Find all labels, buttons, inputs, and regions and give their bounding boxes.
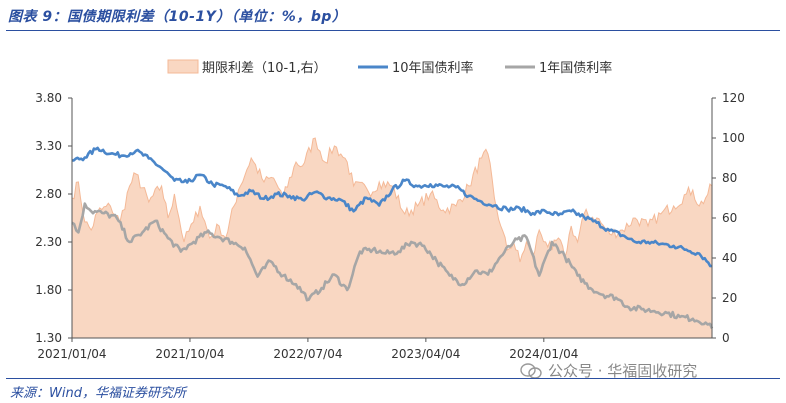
- rate-lines-layer: [71, 146, 714, 329]
- top-rule: [6, 30, 780, 31]
- line-1y-yield: [71, 202, 714, 329]
- right-tick-label: 100: [722, 131, 745, 145]
- line-10y-yield: [72, 146, 713, 268]
- right-tick-label: 80: [722, 171, 737, 185]
- legend-item-10y-label: 10年国债利率: [392, 60, 474, 76]
- spread-area: [71, 137, 713, 339]
- legend-item-1y-label: 1年国债利率: [539, 60, 612, 76]
- x-tick-label: 2024/01/04: [509, 347, 578, 361]
- chart-title: 图表 9：国债期限利差（10-1Y）（单位：%，bp）: [8, 9, 347, 25]
- left-tick-label: 2.30: [35, 235, 62, 249]
- left-tick-label: 1.80: [35, 283, 62, 297]
- x-tick-label: 2021/10/04: [155, 347, 224, 361]
- right-tick-label: 120: [722, 91, 745, 105]
- legend-item-spread-label: 期限利差（10-1,右）: [202, 61, 327, 76]
- x-tick-label: 2022/07/04: [273, 347, 342, 361]
- x-tick-label: 2023/04/04: [391, 347, 460, 361]
- legend: 期限利差（10-1,右） 10年国债利率 1年国债利率: [167, 59, 612, 76]
- watermark-text: 公众号 · 华福固收研究: [548, 362, 698, 380]
- spread-area-layer: [71, 137, 713, 339]
- left-tick-label: 3.30: [35, 139, 62, 153]
- axes: 1.30 1.80 2.30 2.80 3.30 3.80 0 20 40 60 80 100 120 2…: [35, 91, 745, 361]
- right-tick-label: 60: [722, 211, 737, 225]
- left-tick-label: 2.80: [35, 187, 62, 201]
- wechat-icon: [520, 362, 542, 379]
- bottom-rule: [6, 378, 780, 379]
- x-tick-label: 2021/01/04: [37, 347, 106, 361]
- legend-item-spread-swatch: [167, 59, 199, 74]
- right-tick-label: 0: [722, 331, 730, 345]
- left-tick-label: 3.80: [35, 91, 62, 105]
- left-tick-label: 1.30: [35, 331, 62, 345]
- watermark: 公众号 · 华福固收研究: [520, 360, 697, 381]
- source-note: 来源：Wind，华福证券研究所: [10, 386, 186, 401]
- right-tick-label: 20: [722, 291, 737, 305]
- right-tick-label: 40: [722, 251, 737, 265]
